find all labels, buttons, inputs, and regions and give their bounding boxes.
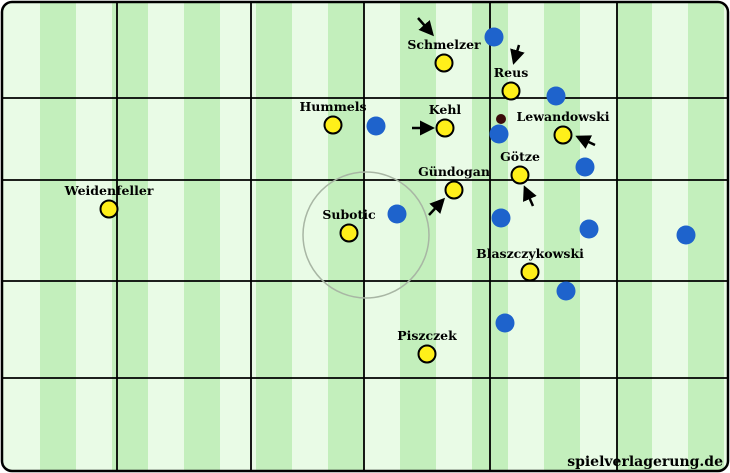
blue-player-marker <box>546 86 566 106</box>
player-labels: Weidenfeller Hummels Subotic Piszczek Schmel… <box>64 37 610 343</box>
player-name-label: Hummels <box>299 99 366 114</box>
blue-player-marker <box>575 157 595 177</box>
yellow-player-marker <box>434 53 454 73</box>
player-name-label: Weidenfeller <box>64 183 154 198</box>
pitch-stripe <box>256 2 292 471</box>
blue-player-marker <box>495 313 515 333</box>
blue-player-marker <box>387 204 407 224</box>
pitch-stripe <box>112 2 148 471</box>
ball <box>496 114 506 124</box>
yellow-player-marker <box>501 81 521 101</box>
movement-arrows <box>412 17 596 216</box>
player-name-label: Kehl <box>429 102 462 117</box>
yellow-player-marker <box>99 199 119 219</box>
pitch-stripe <box>400 2 436 471</box>
player-name-label: Blaszczykowski <box>476 246 584 261</box>
player-name-label: Schmelzer <box>407 37 481 52</box>
movement-arrow <box>417 17 434 37</box>
movement-arrow <box>575 135 596 149</box>
pitch-stripe <box>616 2 652 471</box>
team-yellow-players <box>99 53 573 364</box>
player-name-label: Piszczek <box>397 328 457 343</box>
player-name-label: Subotic <box>322 207 376 222</box>
pitch-stripe <box>544 2 580 471</box>
player-name-label: Lewandowski <box>517 109 610 124</box>
team-blue-players <box>366 27 696 333</box>
pitch-stripe <box>184 2 220 471</box>
blue-player-marker <box>489 124 509 144</box>
yellow-player-marker <box>510 165 530 185</box>
blue-player-marker <box>579 219 599 239</box>
blue-player-marker <box>556 281 576 301</box>
blue-player-marker <box>676 225 696 245</box>
yellow-player-marker <box>435 118 455 138</box>
yellow-player-marker <box>339 223 359 243</box>
blue-player-marker <box>484 27 504 47</box>
yellow-player-marker <box>417 344 437 364</box>
player-name-label: Reus <box>494 65 528 80</box>
pitch-stripe <box>40 2 76 471</box>
movement-arrow <box>523 185 537 207</box>
center-circle <box>302 171 430 299</box>
site-credit: spielverlagerung.de <box>567 454 723 470</box>
movement-arrow <box>428 197 446 216</box>
movement-arrow <box>510 44 525 65</box>
yellow-player-marker <box>323 115 343 135</box>
blue-player-marker <box>366 116 386 136</box>
blue-player-marker <box>491 208 511 228</box>
yellow-player-marker <box>553 125 573 145</box>
player-name-label: Götze <box>500 149 540 164</box>
player-name-label: Gündogan <box>418 164 490 179</box>
yellow-player-marker <box>520 262 540 282</box>
yellow-player-marker <box>444 180 464 200</box>
